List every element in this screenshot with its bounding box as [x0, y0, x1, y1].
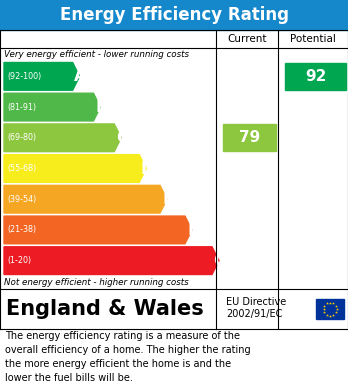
Text: (1-20): (1-20): [7, 256, 31, 265]
Text: E: E: [162, 190, 174, 208]
Text: D: D: [140, 160, 154, 178]
Text: The energy efficiency rating is a measure of the
overall efficiency of a home. T: The energy efficiency rating is a measur…: [5, 331, 251, 383]
Text: (69-80): (69-80): [7, 133, 36, 142]
Text: B: B: [95, 98, 108, 116]
Text: Very energy efficient - lower running costs: Very energy efficient - lower running co…: [4, 50, 189, 59]
Text: F: F: [187, 221, 199, 239]
Text: (92-100): (92-100): [7, 72, 41, 81]
Bar: [316, 299, 344, 319]
Polygon shape: [4, 124, 121, 152]
Text: Energy Efficiency Rating: Energy Efficiency Rating: [60, 6, 288, 24]
Text: C: C: [116, 129, 128, 147]
Bar: [0, 0, 348, 30]
Polygon shape: [4, 63, 80, 90]
Polygon shape: [4, 216, 192, 244]
Text: 92: 92: [305, 69, 326, 84]
Polygon shape: [4, 93, 101, 121]
Text: Potential: Potential: [290, 34, 336, 44]
Text: (21-38): (21-38): [7, 226, 36, 235]
Text: 79: 79: [239, 130, 260, 145]
Polygon shape: [223, 124, 276, 151]
Text: Current: Current: [227, 34, 267, 44]
Text: (81-91): (81-91): [7, 102, 36, 111]
Text: England & Wales: England & Wales: [6, 299, 204, 319]
Bar: [0, 30, 348, 329]
Text: EU Directive
2002/91/EC: EU Directive 2002/91/EC: [226, 297, 286, 319]
Text: (55-68): (55-68): [7, 164, 36, 173]
Text: Not energy efficient - higher running costs: Not energy efficient - higher running co…: [4, 278, 189, 287]
Polygon shape: [4, 185, 167, 213]
Text: G: G: [213, 252, 227, 270]
Polygon shape: [285, 63, 346, 90]
Polygon shape: [4, 247, 219, 274]
Text: (39-54): (39-54): [7, 195, 36, 204]
Polygon shape: [4, 155, 146, 182]
Text: A: A: [74, 67, 87, 85]
